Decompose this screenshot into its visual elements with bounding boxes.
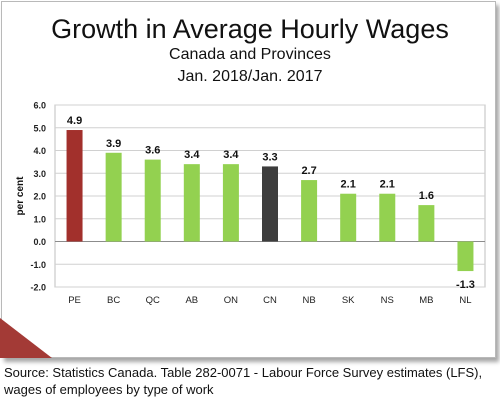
y-tick-label: 0.0 <box>33 237 46 247</box>
y-tick-label: 2.0 <box>33 192 46 202</box>
bar-ns <box>379 193 396 242</box>
x-tick-label: SK <box>342 295 355 306</box>
bar-cn <box>262 166 278 242</box>
bar-on <box>222 164 239 242</box>
data-label: 3.4 <box>223 149 239 161</box>
x-tick-label: MB <box>419 295 433 306</box>
bar-sk <box>340 193 357 242</box>
data-label: 3.3 <box>262 151 277 163</box>
y-tick-label: 1.0 <box>33 214 46 224</box>
y-tick-label: -2.0 <box>30 283 46 293</box>
x-tick-label: ON <box>224 295 238 306</box>
data-label: 3.4 <box>184 149 200 161</box>
x-tick-label: CN <box>263 295 277 306</box>
data-label: 2.1 <box>341 179 356 191</box>
source-note: Source: Statistics Canada. Table 282-007… <box>4 364 499 398</box>
y-tick-label: 3.0 <box>33 169 46 179</box>
data-label: 2.1 <box>380 179 395 191</box>
data-label: 3.6 <box>145 145 160 157</box>
bar-qc <box>144 159 161 242</box>
chart-period: Jan. 2018/Jan. 2017 <box>177 68 323 85</box>
x-tick-label: NS <box>381 295 394 306</box>
y-tick-label: 6.0 <box>33 101 46 111</box>
x-tick-label: PE <box>68 295 81 306</box>
y-tick-label: 5.0 <box>33 123 46 133</box>
x-tick-label: QC <box>146 295 160 306</box>
bar-nb <box>301 180 318 242</box>
y-tick-label: 4.0 <box>33 146 46 156</box>
bar-bc <box>105 152 122 242</box>
bar-mb <box>418 205 435 242</box>
y-tick-label: -1.0 <box>30 260 46 270</box>
bar-pe <box>66 130 83 242</box>
bar-chart: -2.0 -1.0 0.0 1.0 2.0 3.0 4.0 5.0 6.0 per cent 4.9… <box>15 101 486 306</box>
bar-nl <box>457 241 474 272</box>
x-tick-label: BC <box>107 295 120 306</box>
data-label: 2.7 <box>301 165 316 177</box>
chart-subtitle: Canada and Provinces <box>169 46 331 63</box>
data-label: 1.6 <box>419 190 434 202</box>
chart-frame <box>1 1 496 358</box>
x-tick-label: AB <box>185 295 198 306</box>
bar-ab <box>183 164 200 242</box>
source-line-2: wages of employees by type of work <box>4 382 214 397</box>
x-tick-label: NB <box>302 295 315 306</box>
source-line-1: Source: Statistics Canada. Table 282-007… <box>4 365 483 380</box>
data-label: 3.9 <box>106 138 121 150</box>
corner-accent <box>0 318 52 358</box>
chart-title: Growth in Average Hourly Wages <box>51 14 449 44</box>
y-axis-label: per cent <box>15 176 26 216</box>
data-label: -1.3 <box>456 279 475 291</box>
x-tick-label: NL <box>459 295 471 306</box>
data-label: 4.9 <box>67 115 82 127</box>
